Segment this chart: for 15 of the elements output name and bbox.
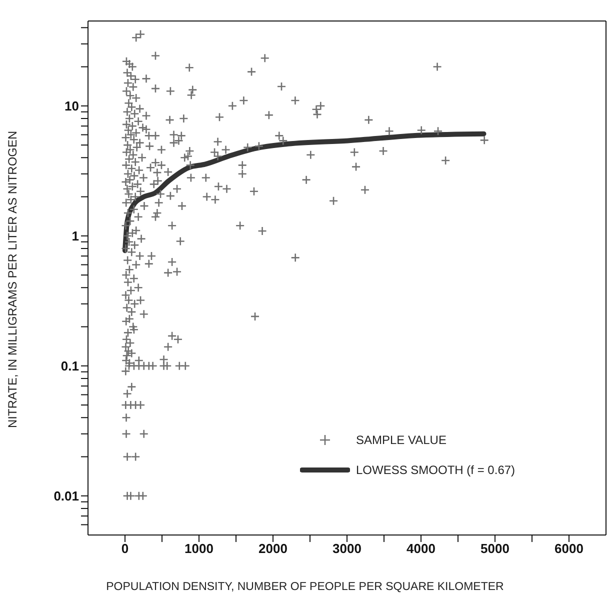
x-tick-label: 5000 [480, 541, 510, 556]
legend-label: SAMPLE VALUE [356, 433, 446, 447]
y-axis-title: NITRATE, IN MILLIGRAMS PER LITER AS NITROGEN [5, 130, 20, 428]
legend-label: LOWESS SMOOTH (f = 0.67) [356, 463, 516, 477]
x-tick-label: 0 [121, 541, 129, 556]
y-tick-label: 0.1 [60, 358, 79, 374]
y-tick-label: 0.01 [54, 488, 79, 504]
x-axis-title: POPULATION DENSITY, NUMBER OF PEOPLE PER SQUARE KILOMETER [106, 581, 504, 593]
x-tick-label: 4000 [406, 541, 436, 556]
x-tick-label: 6000 [554, 541, 584, 556]
x-tick-label: 1000 [184, 541, 214, 556]
x-tick-label: 2000 [258, 541, 288, 556]
x-tick-label: 3000 [332, 541, 362, 556]
y-tick-label: 10 [64, 98, 79, 114]
y-tick-label: 1 [72, 228, 79, 244]
